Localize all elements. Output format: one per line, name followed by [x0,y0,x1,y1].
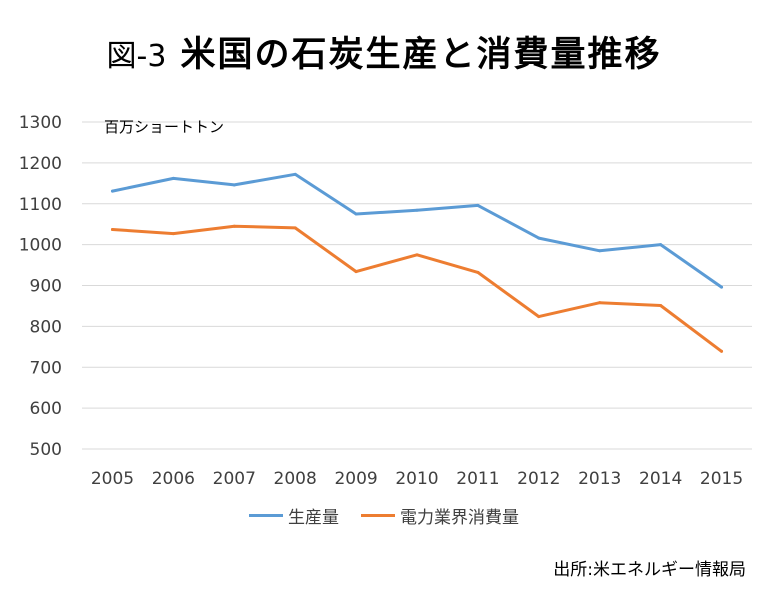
legend-swatch-production [249,514,283,517]
legend-item-production: 生産量 [249,503,339,528]
data-point [598,249,602,253]
x-tick-label: 2008 [274,469,317,489]
data-point [476,203,480,207]
chart-title: 図-3 米国の石炭生産と消費量推移 [0,26,768,77]
data-point [293,172,297,176]
y-tick-label: 800 [30,317,62,337]
legend: 生産量 電力業界消費量 [0,503,768,528]
data-point [232,224,236,228]
data-point [720,349,724,353]
x-tick-label: 2015 [700,469,743,489]
x-tick-label: 2013 [578,469,621,489]
figure-title: 米国の石炭生産と消費量推移 [180,35,662,75]
data-point [659,304,663,308]
y-tick-label: 500 [30,440,62,460]
data-point [415,208,419,212]
data-point [476,270,480,274]
data-point [659,243,663,247]
x-tick-label: 2006 [152,469,195,489]
line-chart: 500 600 700 800 900 1000 1100 1200 1300 2005 2006… [19,113,752,489]
x-tick-label: 2010 [395,469,438,489]
data-point [110,228,114,232]
data-point [232,183,236,187]
x-tick-label: 2012 [517,469,560,489]
x-tick-label: 2009 [334,469,377,489]
data-point [354,270,358,274]
data-point [537,236,541,240]
y-tick-label: 900 [30,277,62,297]
y-tick-label: 1200 [19,154,62,174]
figure-number: 図-3 [106,39,167,74]
y-tick-label: 1000 [19,236,62,256]
x-tick-label: 2007 [213,469,256,489]
legend-swatch-consumption [361,514,395,517]
y-tick-label: 1300 [19,113,62,133]
data-point [171,176,175,180]
x-tick-label: 2014 [639,469,682,489]
legend-label-production: 生産量 [288,508,339,528]
data-point [537,315,541,319]
data-point [293,226,297,230]
series-lines [110,172,724,353]
data-point [354,212,358,216]
y-tick-label: 600 [30,399,62,419]
x-tick-label: 2011 [456,469,499,489]
x-tick-label: 2005 [91,469,134,489]
data-point [171,232,175,236]
y-tick-label: 1100 [19,195,62,215]
legend-item-consumption: 電力業界消費量 [361,503,519,528]
data-point [720,285,724,289]
x-axis-ticks: 2005 2006 2007 2008 2009 2010 2011 2012 2013 2014… [91,469,743,489]
y-axis-unit-label: 百万ショートトン [104,118,224,136]
source-note: 出所:米エネルギー情報局 [553,560,746,580]
y-axis-ticks: 500 600 700 800 900 1000 1100 1200 1300 [19,113,62,460]
data-point [110,189,114,193]
legend-label-consumption: 電力業界消費量 [400,508,519,528]
y-tick-label: 700 [30,358,62,378]
data-point [598,301,602,305]
data-point [415,253,419,257]
gridlines [82,121,752,450]
